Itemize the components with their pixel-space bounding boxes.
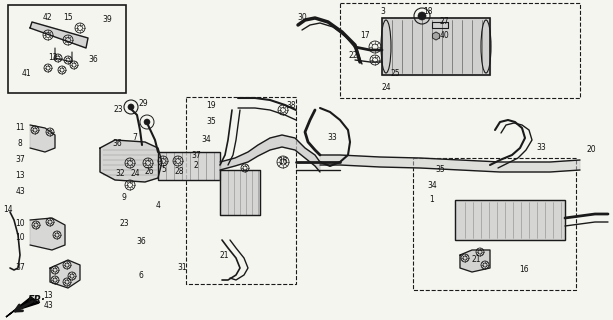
Text: 14: 14 <box>3 205 13 214</box>
Text: 36: 36 <box>112 139 122 148</box>
Text: 30: 30 <box>297 12 307 21</box>
Text: 16: 16 <box>519 266 529 275</box>
Text: 23: 23 <box>119 220 129 228</box>
Text: 32: 32 <box>115 169 125 178</box>
Text: 23: 23 <box>113 106 123 115</box>
Polygon shape <box>30 218 65 250</box>
Text: 41: 41 <box>21 68 31 77</box>
Polygon shape <box>455 200 565 240</box>
Text: 7: 7 <box>132 133 137 142</box>
Bar <box>382 18 490 75</box>
Polygon shape <box>320 155 580 172</box>
Text: 37: 37 <box>15 263 25 273</box>
Text: 9: 9 <box>121 194 126 203</box>
Text: 17: 17 <box>360 30 370 39</box>
Text: 15: 15 <box>63 13 73 22</box>
Text: 40: 40 <box>439 31 449 41</box>
Text: 35: 35 <box>435 165 445 174</box>
Bar <box>158 152 220 180</box>
Text: 11: 11 <box>15 124 25 132</box>
Bar <box>413 158 576 290</box>
Polygon shape <box>460 250 490 272</box>
Text: 35: 35 <box>206 117 216 126</box>
Text: 4: 4 <box>156 201 161 210</box>
Circle shape <box>128 104 134 110</box>
Text: 29: 29 <box>138 99 148 108</box>
Text: 18: 18 <box>423 7 433 17</box>
Polygon shape <box>6 297 39 317</box>
Bar <box>186 97 296 284</box>
Text: 43: 43 <box>43 300 53 309</box>
Text: 21: 21 <box>471 255 481 265</box>
Text: 13: 13 <box>15 172 25 180</box>
Polygon shape <box>50 260 80 288</box>
Text: 13: 13 <box>43 291 53 300</box>
Text: 12: 12 <box>48 52 58 61</box>
Circle shape <box>144 119 150 125</box>
Bar <box>455 200 565 240</box>
Text: 28: 28 <box>174 167 184 177</box>
Text: 5: 5 <box>162 164 167 173</box>
Polygon shape <box>433 32 440 40</box>
Text: 24: 24 <box>381 84 391 92</box>
Polygon shape <box>220 135 320 172</box>
Text: 34: 34 <box>201 135 211 145</box>
Text: 36: 36 <box>88 54 98 63</box>
Text: 10: 10 <box>15 233 25 242</box>
Text: 20: 20 <box>586 145 596 154</box>
Polygon shape <box>30 125 55 152</box>
Text: 42: 42 <box>42 13 52 22</box>
Text: 27: 27 <box>439 18 449 27</box>
Text: 43: 43 <box>15 187 25 196</box>
Text: 31: 31 <box>177 262 187 271</box>
Text: 34: 34 <box>427 181 437 190</box>
Text: 38: 38 <box>286 100 296 109</box>
Text: 1: 1 <box>430 196 435 204</box>
Text: 33: 33 <box>536 143 546 153</box>
Text: 39: 39 <box>102 15 112 25</box>
Text: 37: 37 <box>191 151 201 161</box>
Text: 24: 24 <box>130 169 140 178</box>
Polygon shape <box>30 22 88 48</box>
Text: 10: 10 <box>15 220 25 228</box>
Polygon shape <box>382 18 490 75</box>
Text: 33: 33 <box>327 133 337 142</box>
Text: 16: 16 <box>278 157 288 166</box>
Text: 22: 22 <box>348 51 358 60</box>
Text: 2: 2 <box>194 161 199 170</box>
Bar <box>340 3 580 98</box>
Text: 36: 36 <box>136 237 146 246</box>
Text: 26: 26 <box>144 166 154 175</box>
Text: 21: 21 <box>219 251 229 260</box>
Text: 6: 6 <box>139 270 143 279</box>
Text: 8: 8 <box>18 139 23 148</box>
Text: 3: 3 <box>381 7 386 17</box>
Text: 37: 37 <box>15 155 25 164</box>
Text: 19: 19 <box>206 100 216 109</box>
Bar <box>8 5 126 93</box>
Polygon shape <box>158 152 220 180</box>
Text: 25: 25 <box>390 69 400 78</box>
Text: FR·: FR· <box>28 295 46 305</box>
Polygon shape <box>220 170 260 215</box>
Circle shape <box>418 12 426 20</box>
Polygon shape <box>100 140 162 182</box>
